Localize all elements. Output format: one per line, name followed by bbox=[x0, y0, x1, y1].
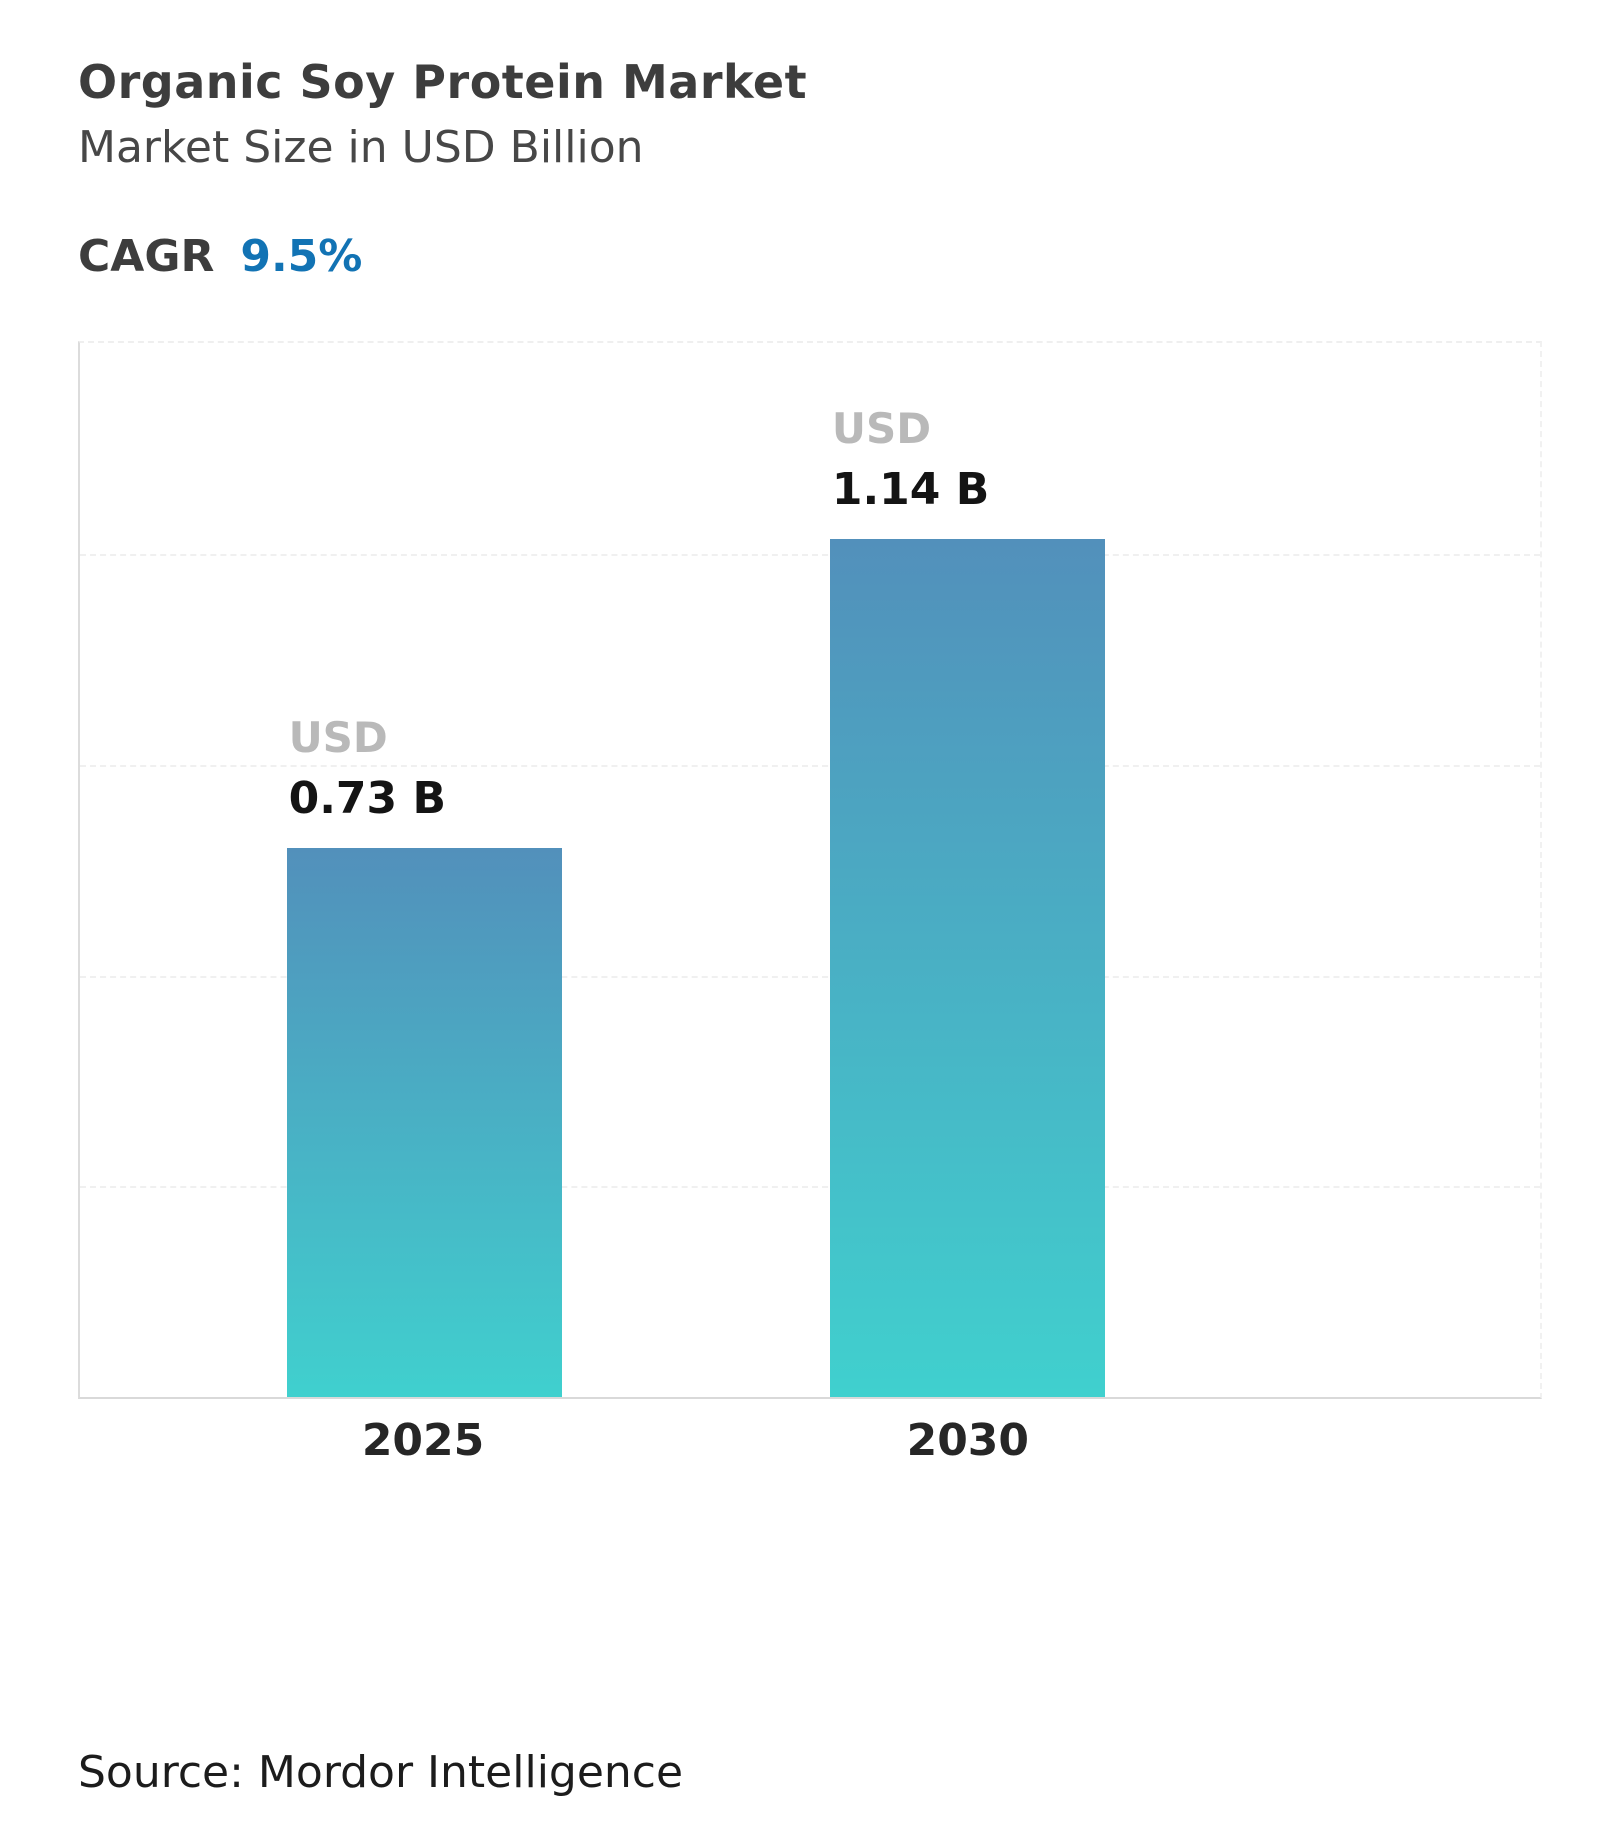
chart-title: Organic Soy Protein Market bbox=[78, 55, 808, 109]
source-attribution: Source: Mordor Intelligence bbox=[78, 1747, 684, 1799]
gridline bbox=[80, 1186, 1540, 1189]
cagr-value: 9.5% bbox=[240, 230, 363, 282]
cagr-label: CAGR bbox=[78, 230, 215, 282]
bar-group-2030: USD 1.14 B bbox=[829, 404, 1105, 1398]
x-axis: 2025 2030 bbox=[78, 1415, 1542, 1495]
bar-2030 bbox=[829, 539, 1105, 1398]
cagr-row: CAGR 9.5% bbox=[78, 231, 1542, 284]
plot-area: USD 0.73 B USD 1.14 B bbox=[78, 341, 1542, 1400]
bar-2025 bbox=[286, 847, 562, 1398]
bar-amount-label: 1.14 B bbox=[831, 464, 990, 516]
bar-amount-label: 0.73 B bbox=[288, 772, 446, 824]
chart-subtitle: Market Size in USD Billion bbox=[78, 121, 644, 173]
bar-value-label: USD 0.73 B bbox=[289, 713, 446, 826]
x-tick-label-2030: 2030 bbox=[906, 1415, 1030, 1467]
bar-value-label: USD 1.14 B bbox=[832, 404, 989, 517]
gridline bbox=[80, 975, 1540, 978]
bar-currency-label: USD bbox=[831, 403, 932, 453]
gridline bbox=[80, 764, 1540, 767]
bar-currency-label: USD bbox=[288, 712, 388, 762]
gridline bbox=[80, 554, 1540, 557]
bar-group-2025: USD 0.73 B bbox=[286, 713, 562, 1398]
x-tick-label-2025: 2025 bbox=[361, 1415, 485, 1467]
